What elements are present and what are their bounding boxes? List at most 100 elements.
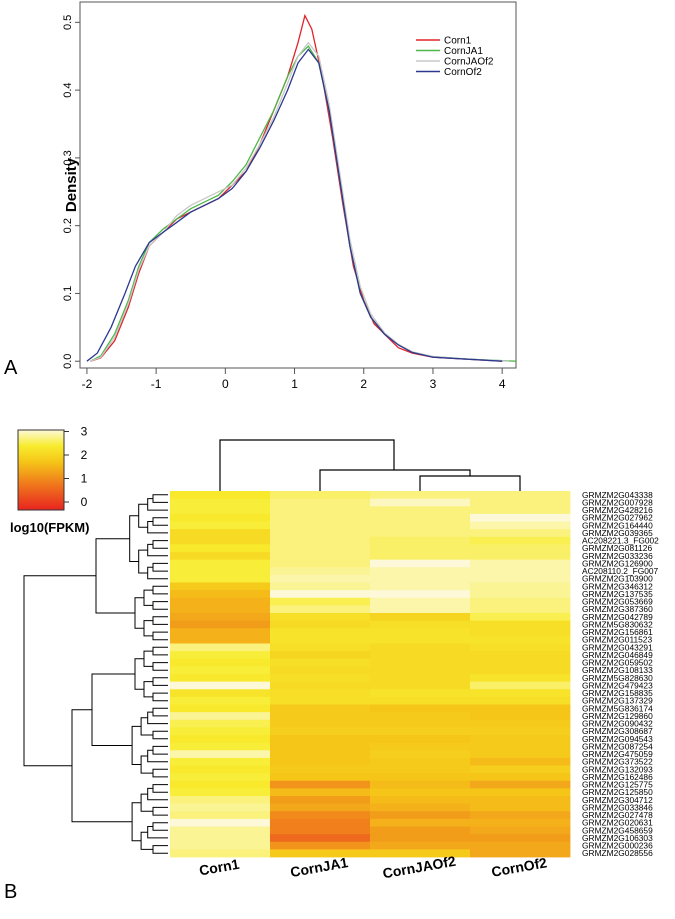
heatmap-cell	[470, 712, 571, 721]
row-dendrogram-branch	[152, 616, 168, 625]
heatmap-cell	[370, 796, 471, 805]
heatmap-cell	[270, 597, 371, 606]
col-dendrogram-leaf-pair	[419, 475, 521, 491]
heatmap-cell	[470, 605, 571, 614]
series-line-cornof2	[86, 48, 503, 362]
heatmap-cell	[370, 704, 471, 713]
legend-label: CornJA1	[444, 46, 483, 57]
heatmap-cell	[470, 849, 571, 858]
heatmap-cell	[370, 574, 471, 583]
heatmap-cell	[170, 582, 271, 591]
heatmap-cell	[370, 605, 471, 614]
row-label: GRMZM2G346312	[582, 581, 653, 591]
color-scale-tick-label: 1	[81, 472, 88, 486]
heatmap-cell	[470, 811, 571, 820]
heatmap-cell	[270, 574, 371, 583]
heatmap-cell	[470, 513, 571, 522]
heatmap-cell	[370, 658, 471, 667]
heatmap-cell	[370, 681, 471, 690]
heatmap-cell	[270, 803, 371, 812]
heatmap-cell	[270, 696, 371, 705]
heatmap-cell	[470, 613, 571, 622]
heatmap-cell	[370, 498, 471, 507]
heatmap-cell	[170, 635, 271, 644]
row-dendrogram-branch	[138, 549, 148, 574]
heatmap-cell	[270, 552, 371, 561]
heatmap-panel: 0 1 2 3 log10(FPKM) GRMZM2G043338GRMZM2G007…	[4, 425, 659, 904]
row-dendrogram-branch	[152, 562, 168, 572]
legend-label: CornOf2	[444, 67, 482, 78]
heatmap-cell	[470, 521, 571, 530]
heatmap-cell	[170, 719, 271, 728]
heatmap-cell	[470, 788, 571, 797]
row-label: GRMZM2G125775	[582, 780, 653, 790]
heatmap-cell	[270, 750, 371, 759]
row-label: GRMZM2G162486	[582, 772, 653, 782]
heatmap-cell	[470, 750, 571, 759]
row-dendrogram-branch	[152, 768, 168, 778]
heatmap-cell	[270, 544, 371, 553]
row-label: GRMZM2G046849	[582, 650, 653, 660]
heatmap-cell	[470, 765, 571, 774]
row-dendrogram-branch	[152, 692, 168, 702]
row-dendrogram-branch	[131, 725, 142, 765]
heatmap-cell	[370, 628, 471, 637]
heatmap-cell	[270, 559, 371, 568]
row-label: GRMZM2G043338	[582, 490, 653, 500]
y-tick-label: 0.4	[62, 82, 74, 97]
heatmap-cell	[270, 742, 371, 751]
heatmap-cell	[170, 605, 271, 614]
row-label: GRMZM2G042789	[582, 612, 653, 622]
row-label: GRMZM5G828630	[582, 673, 653, 683]
heatmap-cell	[370, 590, 471, 599]
row-dendrogram-branch	[152, 745, 168, 755]
heatmap-cell	[270, 635, 371, 644]
row-label: GRMZM2G033236	[582, 551, 653, 561]
heatmap-cell	[170, 689, 271, 698]
heatmap-cell	[270, 681, 371, 690]
series-line-cornjaof2	[90, 41, 510, 362]
row-label: GRMZM2G103900	[582, 574, 653, 584]
heatmap-cell	[470, 658, 571, 667]
heatmap-cell	[170, 658, 271, 667]
heatmap-cell	[470, 719, 571, 728]
heatmap-cell	[270, 704, 371, 713]
heatmap-cell	[370, 818, 471, 827]
heatmap-cell	[370, 788, 471, 797]
heatmap-cell	[270, 582, 371, 591]
heatmap-cell	[170, 696, 271, 705]
row-label: GRMZM2G158835	[582, 688, 653, 698]
heatmap-cell	[270, 727, 371, 736]
heatmap-cell	[370, 582, 471, 591]
row-label: GRMZM2G094543	[582, 734, 653, 744]
heatmap-cell	[270, 811, 371, 820]
heatmap-cell	[370, 712, 471, 721]
heatmap-cell	[470, 491, 571, 500]
heatmap-cell	[170, 796, 271, 805]
heatmap-cell	[270, 521, 371, 530]
heatmap-cell	[370, 651, 471, 660]
row-dendrogram-branch	[140, 831, 153, 850]
heatmap-cell	[170, 628, 271, 637]
heatmap-cell	[370, 696, 471, 705]
heatmap-cell	[470, 742, 571, 751]
row-dendrogram-branch	[152, 517, 168, 526]
row-dendrogram-branch	[152, 806, 168, 816]
heatmap-cell	[270, 796, 371, 805]
heatmap-cell	[470, 590, 571, 599]
heatmap-cell	[170, 620, 271, 629]
heatmap-cell	[270, 666, 371, 675]
heatmap-cell	[370, 742, 471, 751]
heatmap-cell	[370, 552, 471, 561]
row-dendrogram-branch	[131, 802, 142, 842]
heatmap-cell	[470, 674, 571, 683]
row-dendrogram-branch	[147, 498, 168, 511]
heatmap-cell	[270, 506, 371, 515]
row-label: GRMZM2G011523	[582, 635, 652, 645]
row-label: GRMZM2G156861	[582, 627, 653, 637]
heatmap-cell	[170, 818, 271, 827]
row-label: GRMZM2G081126	[582, 543, 652, 553]
heatmap-cell	[170, 803, 271, 812]
heatmap-cell	[170, 681, 271, 690]
heatmap-cell	[370, 643, 471, 652]
